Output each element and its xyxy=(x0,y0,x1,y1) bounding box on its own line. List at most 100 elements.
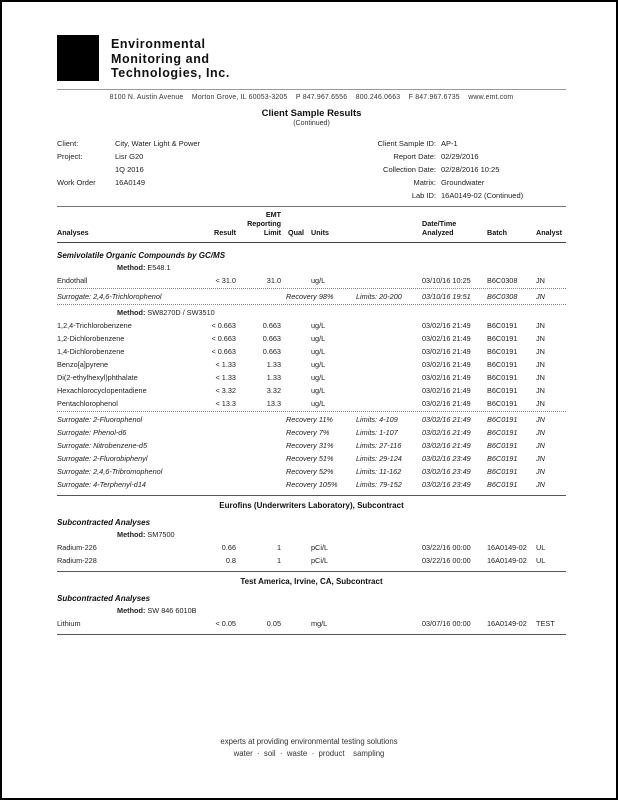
method-label: Method: xyxy=(117,606,148,615)
recovery-limits-cell: Limits: 11-162 xyxy=(356,467,402,476)
analyte-name-cell: Radium-226 xyxy=(57,543,97,552)
info-row: Client Sample ID: AP-1 xyxy=(336,137,566,150)
method-line: Method: SW 846 6010B xyxy=(117,606,566,615)
company-name-line: Environmental xyxy=(111,37,206,51)
table-header-divider xyxy=(57,242,566,243)
page-title: Client Sample Results xyxy=(261,108,362,119)
qual-cell xyxy=(286,397,306,410)
result-cell: < 0.663 xyxy=(211,321,236,330)
batch-cell: B6C0191 xyxy=(487,480,518,489)
analyte-name-cell: Endothall xyxy=(57,276,88,285)
info-value: 1Q 2016 xyxy=(115,165,144,174)
info-row: Project: Lisr G20 xyxy=(57,150,200,163)
info-label: Matrix: xyxy=(413,178,437,187)
datetime-cell: 03/02/16 21:49 xyxy=(422,428,471,437)
batch-cell: B6C0308 xyxy=(487,292,518,301)
batch-cell: B6C0191 xyxy=(487,347,518,356)
result-cell: < 31.0 xyxy=(215,276,237,285)
result-cell xyxy=(194,465,236,478)
analyst-cell: JN xyxy=(536,360,545,369)
recovery-cell: Recovery 98% xyxy=(286,292,334,301)
recovery-limits-cell: Limits: 79-152 xyxy=(356,480,402,489)
datetime-cell: 03/02/16 21:49 xyxy=(422,386,471,395)
reporting-limit-cell: 1 xyxy=(276,556,281,565)
analyte-name-cell: Surrogate: Phenol-d6 xyxy=(57,428,127,437)
method-value: SM7500 xyxy=(147,530,175,539)
analyte-row: Hexachlorocyclopentadiene < 3.32 3.32 ug/L 0… xyxy=(57,384,566,397)
method-line: Method: SW8270D / SW3510 xyxy=(117,308,566,317)
batch-cell: B6C0191 xyxy=(487,334,518,343)
surrogate-row: Surrogate: Nitrobenzene-d5 Recovery 31% Li… xyxy=(57,439,566,452)
subcontract-banner: Test America, Irvine, CA, Subcontract xyxy=(240,577,383,586)
datetime-cell: 03/02/16 21:49 xyxy=(422,347,471,356)
analyst-cell: UL xyxy=(536,543,546,552)
page-footer: experts at providing environmental testi… xyxy=(2,736,616,760)
method-line: Method: E548.1 xyxy=(117,263,566,272)
sample-info-right: Client Sample ID: AP-1 Report Date: 02/29/2… xyxy=(336,137,566,202)
info-value: Lisr G20 xyxy=(115,152,144,161)
info-label: Lab ID: xyxy=(411,191,436,200)
reporting-limit-cell: 1 xyxy=(276,543,281,552)
datetime-cell: 03/22/16 00:00 xyxy=(422,543,471,552)
footer-services: water · soil · waste · product sampling xyxy=(233,749,385,758)
qual-cell xyxy=(286,319,306,332)
analyte-row: Radium-228 0.8 1 pCi/L 03/22/16 00:00 16A0149… xyxy=(57,554,566,567)
recovery-cell: Recovery 31% xyxy=(286,441,334,450)
col-result: Result xyxy=(214,228,236,237)
company-name-line: Technologies, Inc. xyxy=(111,66,230,80)
col-batch: Batch xyxy=(487,228,507,237)
analyte-name-cell: Hexachlorocyclopentadiene xyxy=(57,386,147,395)
analyte-name-cell: Di(2-ethylhexyl)phthalate xyxy=(57,373,138,382)
analyte-row: Endothall < 31.0 31.0 ug/L 03/10/16 10:25 B6C… xyxy=(57,274,566,289)
info-divider xyxy=(57,206,566,207)
datetime-cell: 03/02/16 21:49 xyxy=(422,373,471,382)
qual-cell xyxy=(286,345,306,358)
result-cell xyxy=(194,426,236,439)
col-datetime-line: Analyzed xyxy=(422,228,454,237)
reporting-limit-cell: 1.33 xyxy=(266,373,281,382)
spacer-cell xyxy=(356,617,417,630)
method-value: SW 846 6010B xyxy=(147,606,197,615)
col-qual: Qual xyxy=(288,228,304,237)
reporting-limit-cell: 1.33 xyxy=(266,360,281,369)
recovery-limits-cell: Limits: 20-200 xyxy=(356,292,402,301)
qual-cell xyxy=(286,554,306,567)
analyst-cell: JN xyxy=(536,373,545,382)
info-row: Matrix: Groundwater xyxy=(336,176,566,189)
surrogate-row: Surrogate: 4-Terphenyl-d14 Recovery 105% L… xyxy=(57,478,566,491)
spacer-cell xyxy=(356,319,417,332)
info-label: Work Order xyxy=(57,178,96,187)
analyte-name-cell: Pentachlorophenol xyxy=(57,399,118,408)
batch-cell: B6C0308 xyxy=(487,276,518,285)
result-cell: < 13.3 xyxy=(215,399,237,408)
analyte-name-cell: Radium-228 xyxy=(57,556,97,565)
datetime-cell: 03/02/16 21:49 xyxy=(422,360,471,369)
batch-cell: B6C0191 xyxy=(487,467,518,476)
results-sections: Semivolatile Organic Compounds by GC/MS M… xyxy=(57,251,566,635)
analyst-cell: JN xyxy=(536,467,545,476)
analyst-cell: JN xyxy=(536,480,545,489)
analyst-cell: JN xyxy=(536,292,545,301)
qual-cell xyxy=(286,617,306,630)
analyst-cell: TEST xyxy=(536,619,555,628)
result-cell xyxy=(194,290,236,303)
qual-cell xyxy=(286,358,306,371)
analyte-row: Benzo[a]pyrene < 1.33 1.33 ug/L 03/02/16 21:… xyxy=(57,358,566,371)
analyte-row: 1,2,4-Trichlorobenzene < 0.663 0.663 ug/L 03… xyxy=(57,319,566,332)
analyst-cell: JN xyxy=(536,399,545,408)
units-cell: mg/L xyxy=(311,619,328,628)
result-cell: 0.8 xyxy=(225,556,236,565)
units-cell: ug/L xyxy=(311,399,326,408)
info-label: Report Date: xyxy=(393,152,436,161)
analyst-cell: JN xyxy=(536,321,545,330)
company-logo xyxy=(57,35,99,81)
units-cell: ug/L xyxy=(311,373,326,382)
datetime-cell: 03/02/16 23:49 xyxy=(422,454,471,463)
info-row: Lab ID: 16A0149-02 (Continued) xyxy=(336,189,566,202)
recovery-limits-cell: Limits: 1-107 xyxy=(356,428,398,437)
datetime-cell: 03/02/16 21:49 xyxy=(422,399,471,408)
datetime-cell: 03/22/16 00:00 xyxy=(422,556,471,565)
recovery-cell: Recovery 7% xyxy=(286,428,330,437)
reporting-limit-cell xyxy=(241,290,281,303)
recovery-limits-cell: Limits: 4-109 xyxy=(356,415,398,424)
